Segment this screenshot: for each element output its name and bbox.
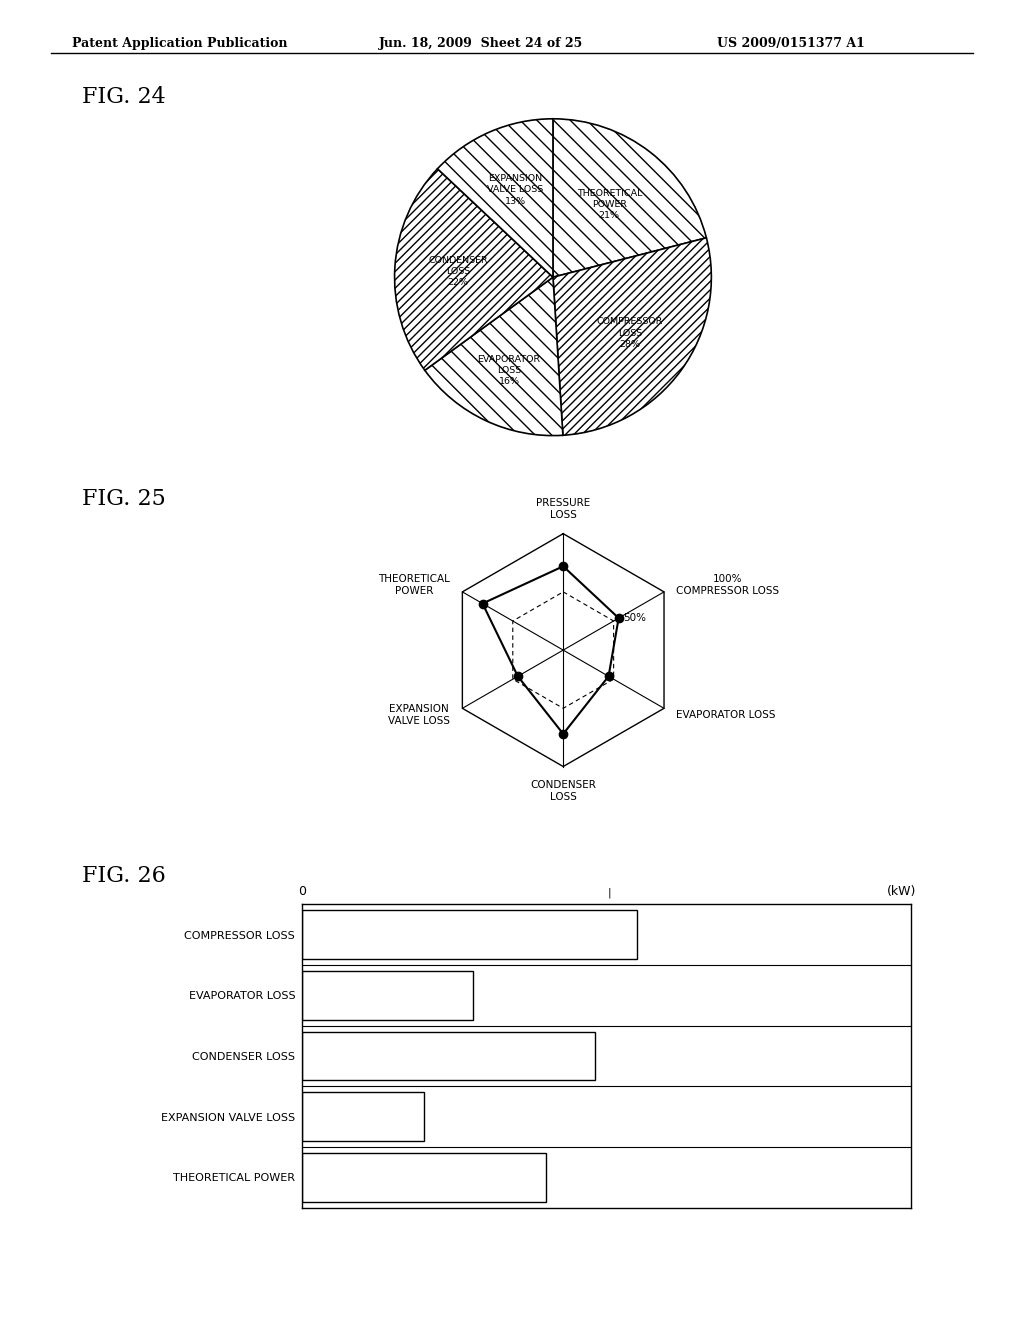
Bar: [302, 911, 637, 958]
Wedge shape: [553, 238, 712, 436]
Text: 100%
COMPRESSOR LOSS: 100% COMPRESSOR LOSS: [676, 574, 779, 595]
Text: 50%: 50%: [624, 612, 646, 623]
Bar: [302, 1093, 424, 1140]
Text: THEORETICAL
POWER: THEORETICAL POWER: [379, 574, 451, 595]
Text: EXPANSION
VALVE LOSS
13%: EXPANSION VALVE LOSS 13%: [487, 174, 544, 206]
Text: CONDENSER
LOSS
22%: CONDENSER LOSS 22%: [428, 256, 487, 286]
Text: FIG. 24: FIG. 24: [82, 86, 166, 108]
Text: COMPRESSOR
LOSS
28%: COMPRESSOR LOSS 28%: [597, 318, 663, 348]
Wedge shape: [394, 169, 553, 371]
Text: (kW): (kW): [887, 884, 916, 898]
Text: THEORETICAL
POWER
21%: THEORETICAL POWER 21%: [577, 189, 642, 220]
Text: Patent Application Publication: Patent Application Publication: [72, 37, 287, 50]
Text: EVAPORATOR
LOSS
16%: EVAPORATOR LOSS 16%: [477, 355, 541, 385]
Bar: [302, 1154, 546, 1201]
Text: US 2009/0151377 A1: US 2009/0151377 A1: [717, 37, 864, 50]
Text: PRESSURE
LOSS: PRESSURE LOSS: [537, 498, 590, 520]
Wedge shape: [437, 119, 553, 277]
Text: EXPANSION
VALVE LOSS: EXPANSION VALVE LOSS: [388, 705, 451, 726]
Text: CONDENSER
LOSS: CONDENSER LOSS: [530, 780, 596, 803]
Bar: [302, 972, 473, 1019]
Wedge shape: [553, 119, 707, 277]
Text: FIG. 25: FIG. 25: [82, 488, 166, 511]
Text: EVAPORATOR LOSS: EVAPORATOR LOSS: [676, 710, 775, 721]
Text: |: |: [607, 887, 611, 898]
Bar: [302, 1032, 595, 1080]
Text: Jun. 18, 2009  Sheet 24 of 25: Jun. 18, 2009 Sheet 24 of 25: [379, 37, 583, 50]
Text: 0: 0: [298, 884, 306, 898]
Text: FIG. 26: FIG. 26: [82, 865, 166, 887]
Wedge shape: [425, 277, 563, 436]
